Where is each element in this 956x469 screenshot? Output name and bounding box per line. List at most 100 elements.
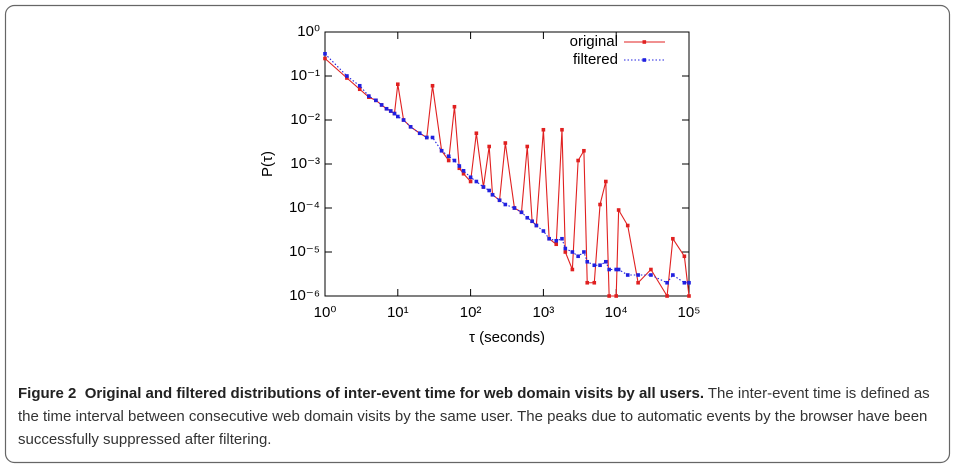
data-point <box>554 242 559 247</box>
data-point <box>592 280 597 285</box>
data-point <box>439 148 444 153</box>
data-point <box>687 294 691 298</box>
data-point <box>396 114 400 119</box>
data-point <box>614 267 618 272</box>
figure-frame <box>4 4 951 464</box>
data-point <box>367 94 371 98</box>
data-point <box>576 158 580 163</box>
data-point <box>554 238 559 243</box>
caption-title: Original and filtered distributions of i… <box>84 385 704 402</box>
data-point <box>598 263 602 268</box>
data-point <box>541 127 546 132</box>
data-point <box>357 83 362 88</box>
data-point <box>649 267 653 272</box>
series-line <box>324 53 689 284</box>
caption: Figure 2 Original and filtered distribut… <box>18 382 940 451</box>
data-point <box>452 104 457 109</box>
data-point <box>457 164 462 168</box>
data-point <box>547 236 551 241</box>
data-point <box>519 210 524 215</box>
y-tick-label: 10⁻³ <box>290 155 320 172</box>
data-point <box>408 125 413 129</box>
data-point <box>636 273 640 277</box>
data-point <box>649 273 653 277</box>
x-tick-label: 10¹ <box>387 304 409 321</box>
data-point <box>616 267 621 272</box>
data-point <box>487 144 491 149</box>
y-tick-label: 10⁻² <box>290 111 320 128</box>
data-point <box>396 82 400 87</box>
y-tick-label: 10⁻⁴ <box>289 199 320 216</box>
data-point <box>379 103 384 107</box>
data-point <box>497 198 502 203</box>
data-point <box>461 169 466 173</box>
data-point <box>512 206 517 210</box>
data-point <box>671 236 675 241</box>
data-point <box>604 259 608 264</box>
data-point <box>665 280 669 285</box>
data-point <box>665 294 669 298</box>
caption-label: Figure 2 <box>18 385 77 402</box>
data-point <box>682 280 687 285</box>
data-point <box>604 179 608 184</box>
data-point <box>625 223 630 228</box>
data-point <box>560 236 564 241</box>
data-point <box>424 135 429 140</box>
x-tick-label: 10⁵ <box>678 304 701 321</box>
data-point <box>582 148 586 153</box>
x-tick-label: 10³ <box>533 304 555 321</box>
plot-frame <box>324 31 690 297</box>
data-point <box>487 188 491 193</box>
data-point <box>636 280 640 285</box>
data-point <box>474 179 479 184</box>
y-tick-label: 10⁰ <box>297 23 320 40</box>
data-point <box>530 219 534 224</box>
x-tick-label: 10² <box>460 304 482 321</box>
y-axis-label: P(τ) <box>259 151 276 177</box>
data-point <box>417 131 422 136</box>
data-point <box>468 175 473 180</box>
data-point <box>541 229 546 233</box>
data-point <box>461 171 466 176</box>
y-tick-label: 10⁻¹ <box>290 67 320 84</box>
data-point <box>671 273 675 277</box>
y-tick-label: 10⁻⁶ <box>289 287 320 304</box>
data-point <box>585 259 590 264</box>
data-point <box>357 87 362 92</box>
series-line <box>324 58 690 298</box>
data-point <box>570 267 575 272</box>
data-point <box>525 144 530 149</box>
data-point <box>582 250 586 254</box>
data-point <box>592 263 597 268</box>
data-point <box>616 208 621 212</box>
data-point <box>345 74 349 78</box>
data-point <box>374 98 378 103</box>
data-point <box>585 280 590 285</box>
data-point <box>534 223 539 228</box>
data-point <box>687 280 691 285</box>
data-point <box>430 135 435 140</box>
data-point <box>323 51 327 56</box>
caption-text: The inter-event time is defined as the t… <box>18 385 930 448</box>
data-point <box>607 294 611 298</box>
data-point <box>625 273 630 277</box>
y-tick-label: 10⁻⁵ <box>289 243 320 260</box>
data-point <box>503 202 508 207</box>
data-point <box>474 131 479 136</box>
data-point <box>576 254 580 259</box>
data-point <box>682 254 687 259</box>
legend-label: filtered <box>573 51 618 68</box>
x-tick-label: 10⁰ <box>314 304 337 321</box>
data-point <box>392 111 397 116</box>
data-point <box>345 76 349 80</box>
data-point <box>457 166 462 171</box>
data-point <box>323 56 327 61</box>
data-point <box>607 267 611 272</box>
data-point <box>446 158 451 163</box>
legend-label: original <box>570 33 618 50</box>
data-point <box>614 294 618 298</box>
x-tick-label: 10⁴ <box>605 304 628 321</box>
data-point <box>598 202 602 207</box>
